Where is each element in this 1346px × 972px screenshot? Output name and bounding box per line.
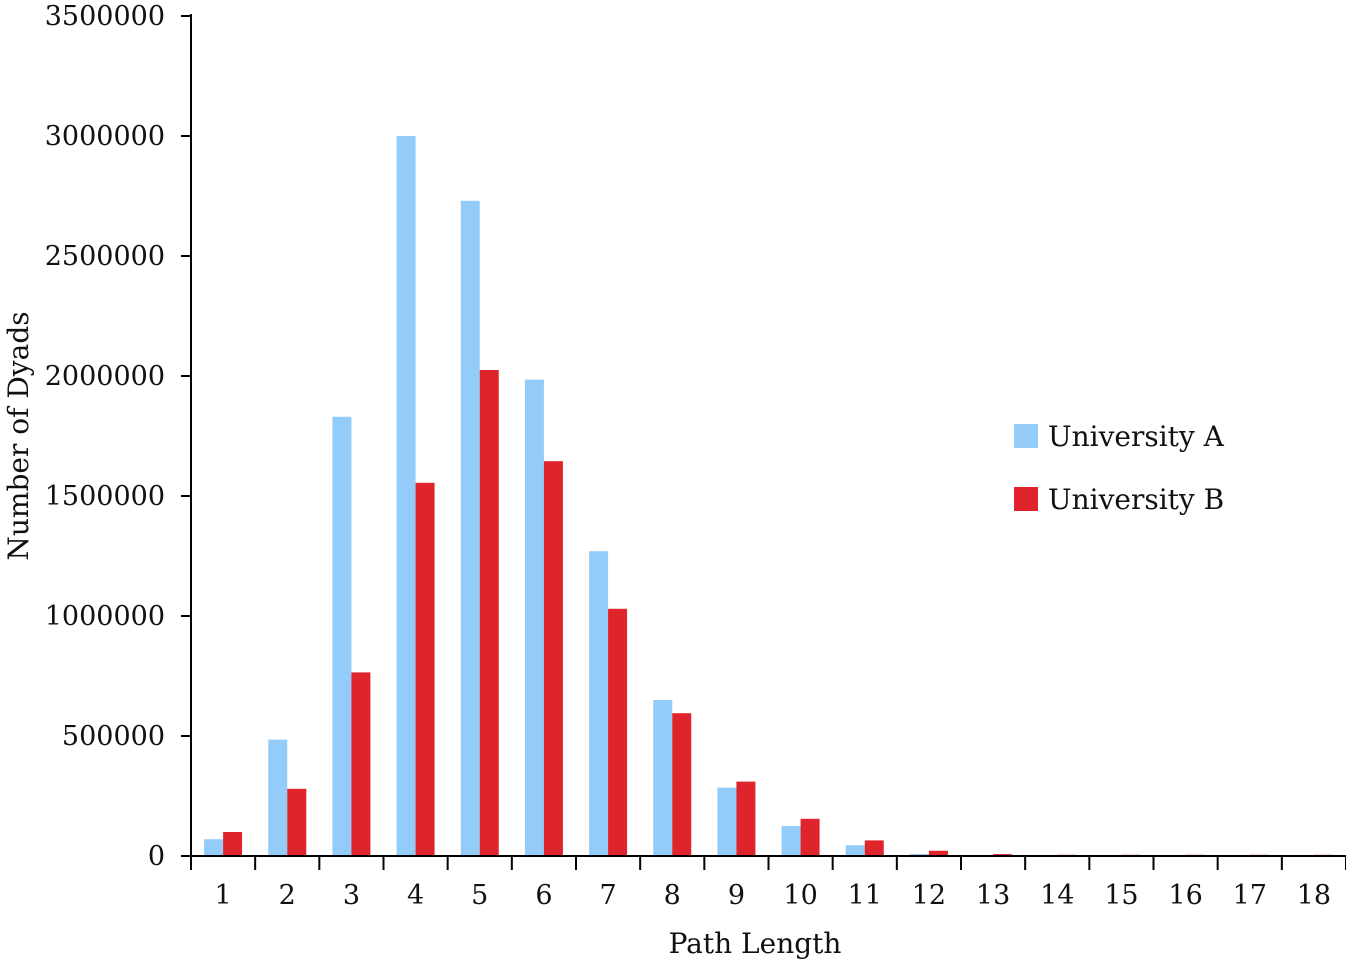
legend-swatch-1	[1014, 424, 1038, 448]
bar-series-2-cat-2	[287, 788, 307, 856]
y-tick-label: 1500000	[45, 481, 165, 512]
bar-series-2-cat-6	[543, 461, 563, 856]
bar-series-2-cat-1	[223, 832, 243, 856]
x-tick-label: 1	[214, 880, 231, 911]
x-tick-label: 4	[407, 880, 424, 911]
y-tick-label: 3500000	[45, 1, 165, 32]
x-axis-title: Path Length	[669, 927, 842, 960]
bar-series-1-cat-3	[332, 416, 352, 856]
bar-series-1-cat-9	[717, 787, 737, 856]
bar-series-1-cat-2	[268, 739, 288, 856]
y-tick-label: 2000000	[45, 361, 165, 392]
legend-label-1: University A	[1048, 420, 1225, 453]
x-tick-label: 7	[599, 880, 616, 911]
bar-series-1-cat-1	[204, 839, 224, 856]
bar-series-2-cat-11	[864, 840, 884, 856]
bar-series-1-cat-10	[781, 826, 801, 856]
bar-series-1-cat-11	[845, 845, 865, 856]
x-tick-label: 16	[1168, 880, 1202, 911]
bar-series-2-cat-12	[928, 850, 948, 856]
y-tick-label: 2500000	[45, 241, 165, 272]
x-tick-label: 17	[1233, 880, 1267, 911]
y-tick-label: 500000	[62, 721, 165, 752]
y-tick-label: 3000000	[45, 121, 165, 152]
y-tick-label: 0	[148, 841, 165, 872]
x-tick-label: 11	[848, 880, 882, 911]
x-tick-label: 6	[535, 880, 552, 911]
bar-series-2-cat-7	[608, 608, 628, 856]
x-tick-label: 10	[783, 880, 817, 911]
y-tick-label: 1000000	[45, 601, 165, 632]
bar-series-1-cat-7	[589, 551, 609, 856]
bar-series-1-cat-5	[460, 200, 480, 857]
x-tick-label: 12	[912, 880, 946, 911]
x-tick-label: 15	[1104, 880, 1138, 911]
legend-label-2: University B	[1048, 483, 1224, 516]
bar-series-1-cat-6	[524, 379, 544, 856]
x-tick-label: 9	[728, 880, 745, 911]
bar-series-1-cat-8	[653, 700, 673, 856]
bars-group	[204, 136, 1333, 857]
x-tick-label: 3	[343, 880, 360, 911]
bar-series-1-cat-4	[396, 136, 416, 856]
bar-series-2-cat-10	[800, 818, 820, 856]
legend-swatch-2	[1014, 487, 1038, 511]
bar-series-2-cat-8	[672, 713, 692, 856]
x-tick-label: 18	[1297, 880, 1331, 911]
x-tick-label: 14	[1040, 880, 1074, 911]
bar-series-2-cat-4	[415, 482, 435, 856]
x-tick-label: 5	[471, 880, 488, 911]
bar-series-2-cat-3	[351, 672, 371, 856]
x-tick-label: 2	[279, 880, 296, 911]
axes-group: 0 500000 1000000 1500000 2000000 2500000 30000…	[45, 1, 1346, 911]
x-tick-label: 13	[976, 880, 1010, 911]
legend: University A University B	[1014, 420, 1225, 516]
bar-series-2-cat-9	[736, 781, 756, 856]
x-tick-label: 8	[664, 880, 681, 911]
y-axis-title: Number of Dyads	[2, 311, 35, 560]
bar-series-2-cat-5	[479, 370, 499, 856]
